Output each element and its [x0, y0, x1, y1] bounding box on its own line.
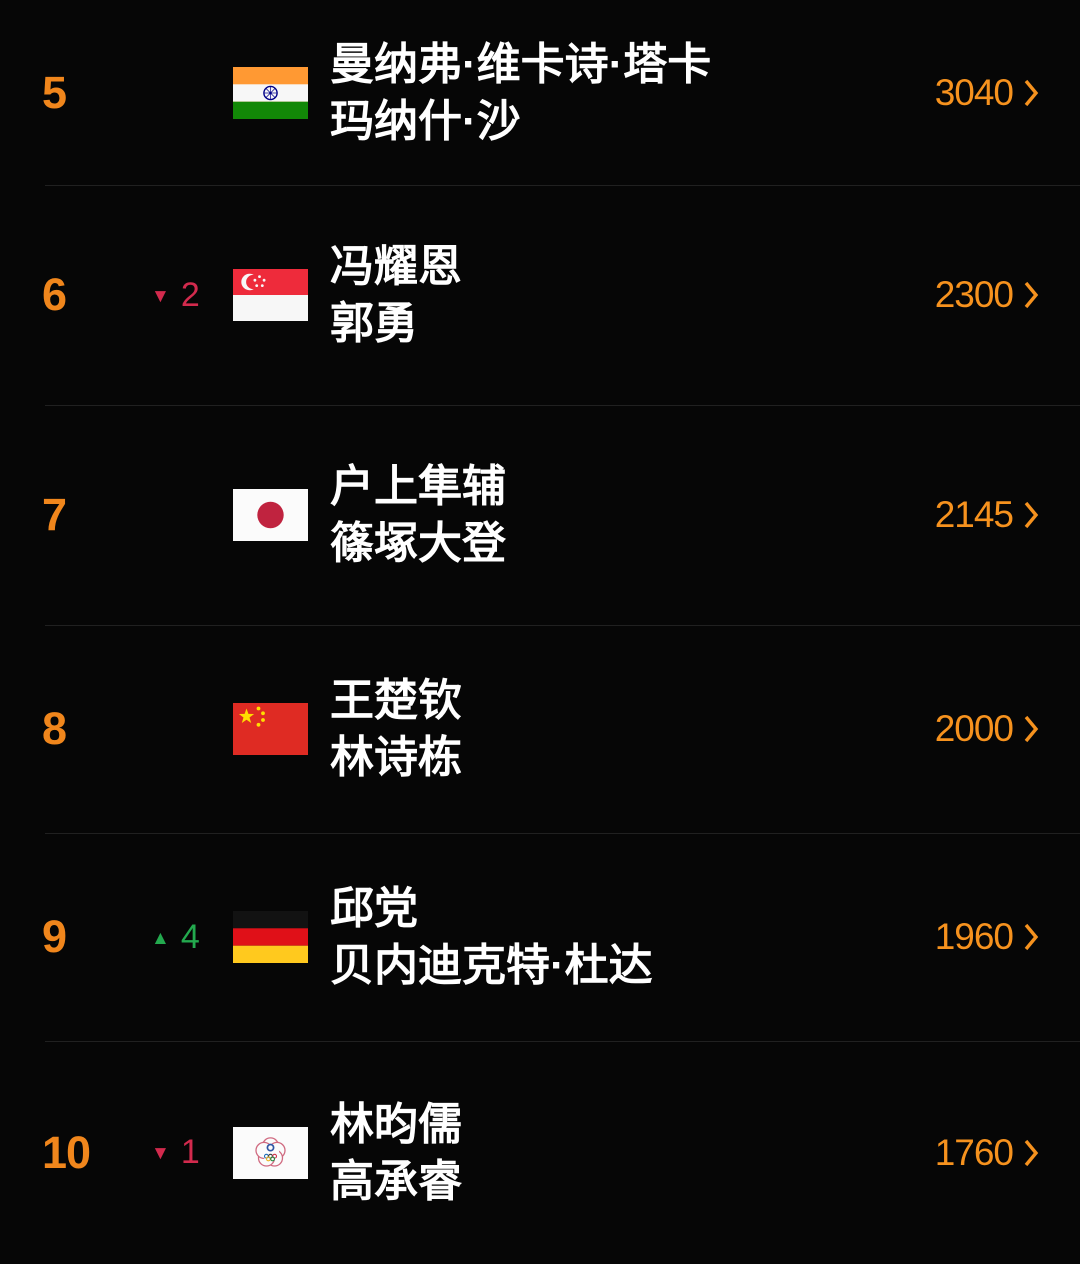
player-names: 邱党 贝内迪克特·杜达 — [330, 880, 935, 994]
triangle-down-icon: ▼ — [151, 1143, 170, 1164]
rank-number: 7 — [42, 489, 67, 540]
player-name: 户上隼辅 — [330, 462, 506, 511]
points-value: 2300 — [934, 274, 1014, 315]
points: 3040 — [935, 72, 1080, 114]
player-name: 邱党 — [330, 884, 418, 933]
points: 2300 — [935, 274, 1080, 316]
japan-flag-icon — [233, 489, 308, 541]
player-name: 玛纳什·沙 — [330, 96, 521, 146]
rank-change-value: 1 — [180, 1133, 200, 1171]
player-name: 贝内迪克特·杜达 — [330, 941, 653, 990]
player-name: 王楚钦 — [330, 676, 462, 725]
points-value: 2000 — [934, 708, 1014, 749]
rank-number: 8 — [42, 703, 67, 754]
ranking-row[interactable]: 9 ▲ 4 邱党 贝内迪克特·杜达 1960 — [0, 833, 1080, 1041]
points: 1960 — [935, 916, 1080, 958]
ranking-row[interactable]: 10 ▼ 1 — [0, 1041, 1080, 1264]
points-value: 2145 — [934, 494, 1014, 535]
points: 1760 — [935, 1132, 1080, 1174]
player-name: 林昀儒 — [330, 1099, 462, 1149]
triangle-down-icon: ▼ — [151, 285, 170, 307]
player-names: 林昀儒 高承睿 — [330, 1096, 935, 1210]
chevron-right-icon — [1024, 1139, 1039, 1166]
chevron-right-icon — [1024, 501, 1039, 529]
points-value: 1760 — [934, 1131, 1014, 1173]
ranking-row[interactable]: 6 ▼ 2 冯耀恩 郭勇 — [0, 185, 1080, 405]
rank-change-value: 2 — [180, 275, 200, 314]
player-name: 郭勇 — [330, 299, 418, 348]
rank-number: 5 — [42, 66, 67, 118]
points-value: 1960 — [934, 916, 1014, 957]
points: 2000 — [935, 708, 1080, 750]
player-names: 冯耀恩 郭勇 — [330, 238, 935, 352]
ranking-row[interactable]: 8 王楚钦 林诗栋 2000 — [0, 625, 1080, 833]
rank-number: 9 — [42, 911, 67, 962]
player-name: 篠塚大登 — [330, 519, 506, 568]
chevron-right-icon — [1024, 79, 1039, 106]
chevron-right-icon — [1024, 281, 1039, 309]
rank-change-indicator: ▲ 4 — [148, 918, 233, 957]
points: 2145 — [935, 494, 1080, 536]
player-name: 曼纳弗·维卡诗·塔卡 — [330, 39, 712, 89]
player-name: 高承睿 — [330, 1156, 462, 1206]
player-names: 王楚钦 林诗栋 — [330, 672, 935, 786]
india-flag-icon — [233, 66, 308, 119]
triangle-up-icon: ▲ — [151, 927, 170, 949]
player-names: 户上隼辅 篠塚大登 — [330, 458, 935, 572]
rank-change-value: 4 — [180, 917, 200, 956]
player-name: 林诗栋 — [330, 733, 462, 782]
rank-number: 10 — [42, 1126, 91, 1178]
player-name: 冯耀恩 — [330, 242, 462, 291]
singapore-flag-icon — [233, 269, 308, 321]
chevron-right-icon — [1024, 715, 1039, 743]
ranking-row[interactable]: 7 户上隼辅 篠塚大登 2145 — [0, 405, 1080, 625]
chinese-taipei-flag-icon — [233, 1126, 308, 1179]
rank-change-indicator: ▼ 2 — [148, 276, 233, 315]
rank-number: 6 — [42, 269, 67, 320]
points-value: 3040 — [934, 71, 1014, 113]
chevron-right-icon — [1024, 923, 1039, 951]
player-names: 曼纳弗·维卡诗·塔卡 玛纳什·沙 — [330, 36, 935, 150]
ranking-row[interactable]: 5 曼纳弗·维卡诗·塔卡 玛纳什·沙 3040 — [0, 0, 1080, 185]
rank-change-indicator: ▼ 1 — [148, 1133, 233, 1172]
china-flag-icon — [233, 703, 308, 755]
germany-flag-icon — [233, 911, 308, 963]
